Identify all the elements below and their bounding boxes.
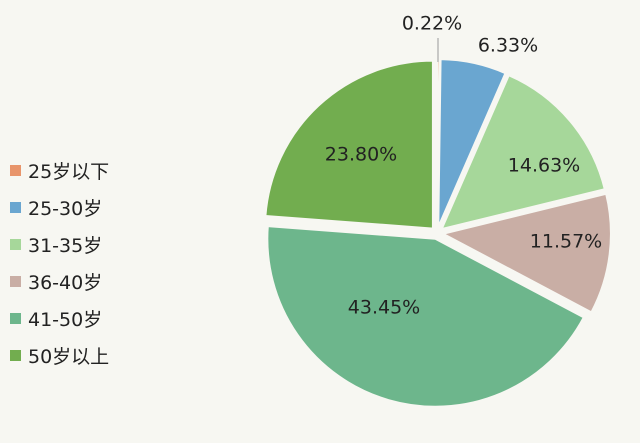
legend-label: 41-50岁 bbox=[28, 308, 103, 331]
data-label: 6.33% bbox=[478, 35, 538, 57]
legend: 25岁以下 25-30岁 31-35岁 36-40岁 41-50岁 50岁以上 bbox=[10, 158, 110, 368]
legend-item: 25岁以下 bbox=[10, 158, 110, 183]
pie-slice bbox=[440, 192, 612, 314]
pie-slice bbox=[266, 225, 586, 408]
data-label: 14.63% bbox=[508, 155, 580, 177]
legend-label: 50岁以上 bbox=[28, 345, 110, 368]
legend-item: 31-35岁 bbox=[10, 232, 109, 257]
legend-label: 25岁以下 bbox=[28, 160, 110, 183]
legend-swatch bbox=[10, 201, 21, 213]
legend-item: 50岁以上 bbox=[10, 343, 110, 368]
legend-swatch bbox=[10, 164, 21, 176]
legend-label: 31-35岁 bbox=[28, 234, 103, 257]
data-label: 11.57% bbox=[530, 231, 602, 253]
legend-label: 36-40岁 bbox=[28, 271, 103, 294]
legend-item: 25-30岁 bbox=[10, 195, 109, 220]
data-label: 0.22% bbox=[402, 13, 462, 35]
data-label: 23.80% bbox=[325, 144, 397, 166]
legend-swatch bbox=[10, 275, 21, 287]
pie-slice bbox=[439, 73, 606, 231]
pie-slice bbox=[264, 59, 434, 230]
legend-swatch bbox=[10, 312, 21, 324]
legend-swatch bbox=[10, 349, 21, 361]
legend-item: 41-50岁 bbox=[10, 306, 109, 331]
legend-item: 36-40岁 bbox=[10, 269, 109, 294]
legend-label: 25-30岁 bbox=[28, 197, 103, 220]
legend-swatch bbox=[10, 238, 21, 250]
pie-slice bbox=[437, 58, 507, 228]
data-label: 43.45% bbox=[348, 297, 420, 319]
